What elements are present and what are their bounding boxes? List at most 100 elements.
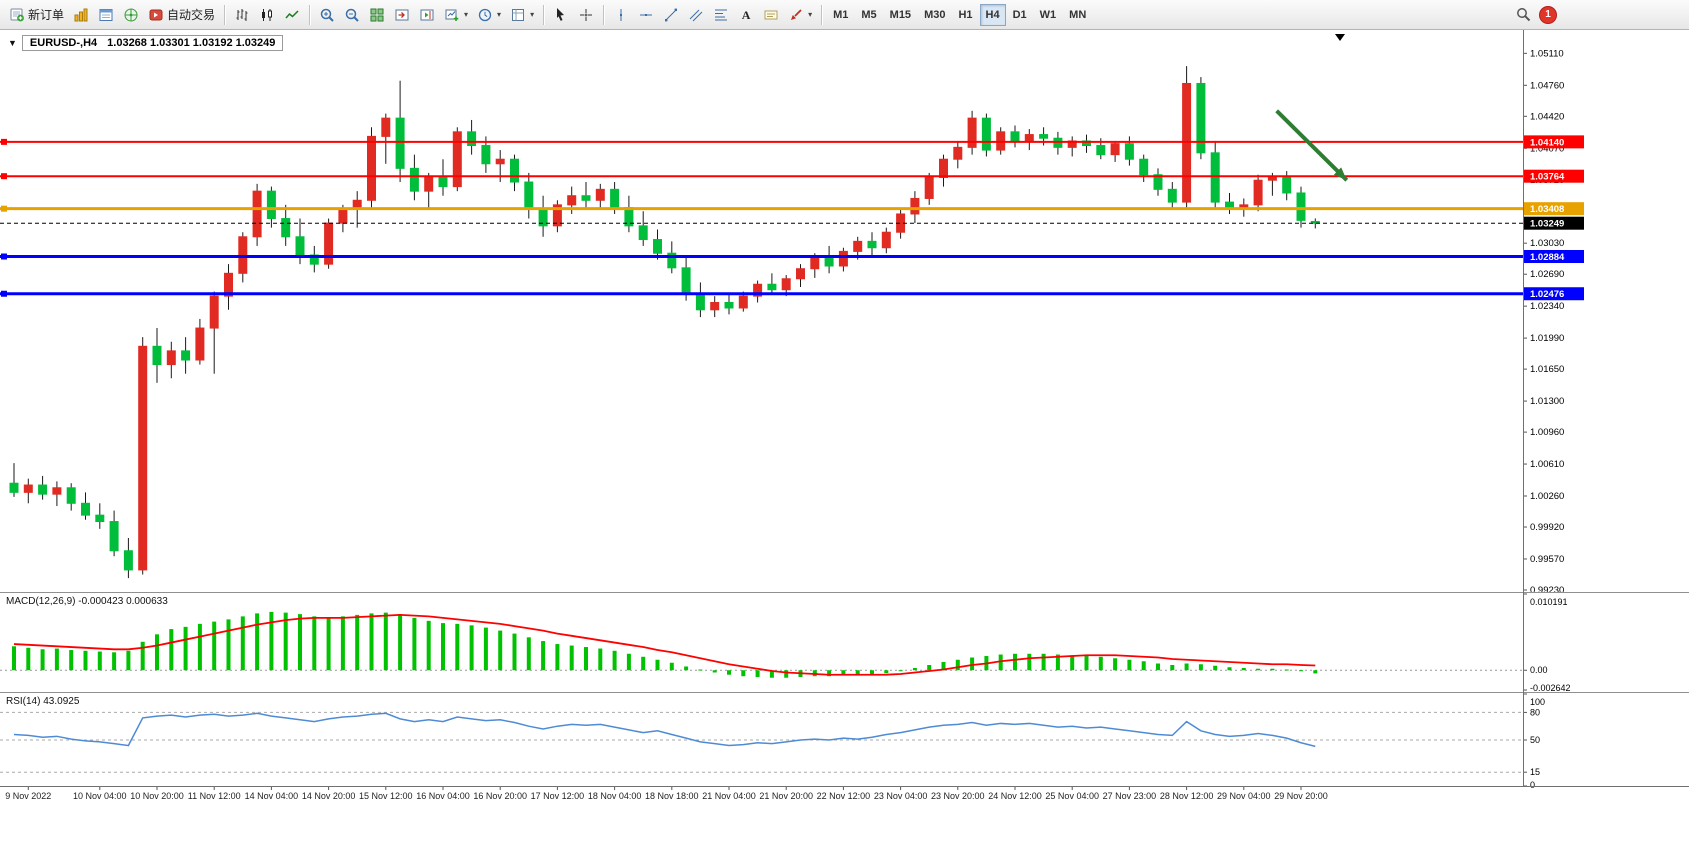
bar-chart-icon <box>236 8 248 21</box>
svg-text:16 Nov 20:00: 16 Nov 20:00 <box>473 791 527 801</box>
svg-text:27 Nov 23:00: 27 Nov 23:00 <box>1103 791 1157 801</box>
timeframe-h4-button[interactable]: H4 <box>979 3 1006 26</box>
svg-text:15 Nov 12:00: 15 Nov 12:00 <box>359 791 413 801</box>
hline-objects-layer[interactable] <box>0 138 1523 297</box>
svg-text:25 Nov 04:00: 25 Nov 04:00 <box>1045 791 1099 801</box>
candlestick-chart-icon <box>262 8 273 21</box>
zoom-in-icon <box>320 8 334 22</box>
chart-shift-button[interactable] <box>415 3 439 27</box>
svg-text:1.03030: 1.03030 <box>1530 238 1564 249</box>
cursor-button[interactable] <box>549 3 573 27</box>
svg-text:1.04760: 1.04760 <box>1530 80 1564 91</box>
timeframe-w1-button[interactable]: W1 <box>1039 8 1057 21</box>
new-order-button[interactable]: 新订单 <box>5 3 68 27</box>
svg-text:21 Nov 04:00: 21 Nov 04:00 <box>702 791 756 801</box>
cursor-icon <box>557 7 565 21</box>
svg-text:1.03764: 1.03764 <box>1530 172 1565 183</box>
svg-text:100: 100 <box>1530 697 1545 707</box>
svg-text:1.04140: 1.04140 <box>1530 137 1564 148</box>
svg-text:11 Nov 12:00: 11 Nov 12:00 <box>188 791 241 801</box>
fibonacci-button[interactable] <box>709 3 733 27</box>
toolbar-separator <box>603 4 605 25</box>
templates-button[interactable]: ▾ <box>506 3 538 27</box>
chevron-down-icon: ▾ <box>497 10 502 19</box>
new-order-icon <box>10 8 24 21</box>
bar-chart-button[interactable] <box>230 3 254 27</box>
new-chart-button[interactable]: ▾ <box>440 3 472 27</box>
line-chart-button[interactable] <box>280 3 304 27</box>
chart-shift-icon <box>420 9 434 20</box>
navigator-icon <box>124 8 138 21</box>
timeframe-h1-button[interactable]: H1 <box>958 8 973 21</box>
svg-text:0: 0 <box>1530 780 1535 790</box>
svg-text:1.05110: 1.05110 <box>1530 48 1564 59</box>
svg-text:1.01300: 1.01300 <box>1530 396 1564 407</box>
svg-text:1.02884: 1.02884 <box>1530 252 1565 263</box>
auto-scroll-button[interactable] <box>390 3 414 27</box>
crosshair-button[interactable] <box>574 3 598 27</box>
svg-text:1.02690: 1.02690 <box>1530 269 1564 280</box>
svg-text:1.00610: 1.00610 <box>1530 459 1564 470</box>
market-watch-button[interactable] <box>69 3 93 27</box>
toolbar-separator <box>543 4 545 25</box>
svg-text:1.00960: 1.00960 <box>1530 427 1564 438</box>
timeframe-m5-button[interactable]: M5 <box>861 8 877 21</box>
auto-scroll-icon <box>395 9 409 20</box>
svg-text:80: 80 <box>1530 707 1540 717</box>
timeframe-m1-button[interactable]: M1 <box>833 8 849 21</box>
svg-text:1.00260: 1.00260 <box>1530 491 1564 502</box>
channel-button[interactable] <box>684 3 708 27</box>
horizontal-line-button[interactable] <box>634 3 658 27</box>
arrow-tools-button[interactable]: ▾ <box>784 3 816 27</box>
chevron-down-icon: ▾ <box>464 10 469 19</box>
svg-text:0.99570: 0.99570 <box>1530 554 1564 565</box>
svg-text:18 Nov 18:00: 18 Nov 18:00 <box>645 791 699 801</box>
svg-text:1.01650: 1.01650 <box>1530 364 1564 375</box>
time-axis[interactable]: 9 Nov 2022 10 Nov 04:00 10 Nov 20:00 11 Nov… <box>5 786 1328 801</box>
line-chart-icon <box>285 9 299 18</box>
price-axis[interactable]: 1.051101.047601.044201.040701.037201.033… <box>1523 48 1584 596</box>
svg-text:16 Nov 04:00: 16 Nov 04:00 <box>416 791 470 801</box>
text-label-button[interactable] <box>759 3 783 27</box>
data-window-button[interactable] <box>94 3 118 27</box>
notification-badge[interactable]: 1 <box>1540 6 1556 23</box>
toolbar-separator <box>309 4 311 25</box>
chart-shift-marker[interactable] <box>1335 34 1345 41</box>
svg-text:9 Nov 2022: 9 Nov 2022 <box>5 791 51 801</box>
zoom-in-button[interactable] <box>315 3 339 27</box>
timeframe-mn-button[interactable]: MN <box>1069 8 1087 21</box>
arrow-tool-icon <box>791 8 802 20</box>
svg-text:14 Nov 20:00: 14 Nov 20:00 <box>302 791 356 801</box>
svg-text:17 Nov 12:00: 17 Nov 12:00 <box>531 791 585 801</box>
template-icon <box>512 8 525 21</box>
periods-button[interactable]: ▾ <box>473 3 505 27</box>
svg-text:0.00: 0.00 <box>1530 665 1548 675</box>
auto-trading-button[interactable]: 自动交易 <box>144 3 219 27</box>
candlestick-chart-button[interactable] <box>255 3 279 27</box>
chevron-down-icon: ▾ <box>808 10 813 19</box>
svg-text:18 Nov 04:00: 18 Nov 04:00 <box>588 791 642 801</box>
new-order-label: 新订单 <box>28 8 65 22</box>
svg-text:1.02476: 1.02476 <box>1530 289 1564 300</box>
zoom-out-button[interactable] <box>340 3 364 27</box>
svg-text:-0.002642: -0.002642 <box>1530 683 1571 693</box>
timeframe-m30-button[interactable]: M30 <box>924 8 946 21</box>
timeframe-m15-button[interactable]: M15 <box>889 8 912 21</box>
svg-text:14 Nov 04:00: 14 Nov 04:00 <box>245 791 299 801</box>
toolbar-separator <box>821 4 823 25</box>
trend-arrow-annotation[interactable] <box>1275 109 1349 182</box>
timeframe-d1-button[interactable]: D1 <box>1012 8 1027 21</box>
svg-text:10 Nov 20:00: 10 Nov 20:00 <box>130 791 184 801</box>
clock-icon <box>478 8 492 21</box>
trendline-button[interactable] <box>659 3 683 27</box>
toolbar-separator <box>224 4 226 25</box>
search-icon[interactable] <box>1515 6 1532 23</box>
svg-text:28 Nov 12:00: 28 Nov 12:00 <box>1160 791 1214 801</box>
text-button[interactable]: A <box>734 3 758 27</box>
vertical-line-button[interactable] <box>609 3 633 27</box>
navigator-button[interactable] <box>119 3 143 27</box>
tile-windows-button[interactable] <box>365 3 389 27</box>
svg-text:24 Nov 12:00: 24 Nov 12:00 <box>988 791 1042 801</box>
